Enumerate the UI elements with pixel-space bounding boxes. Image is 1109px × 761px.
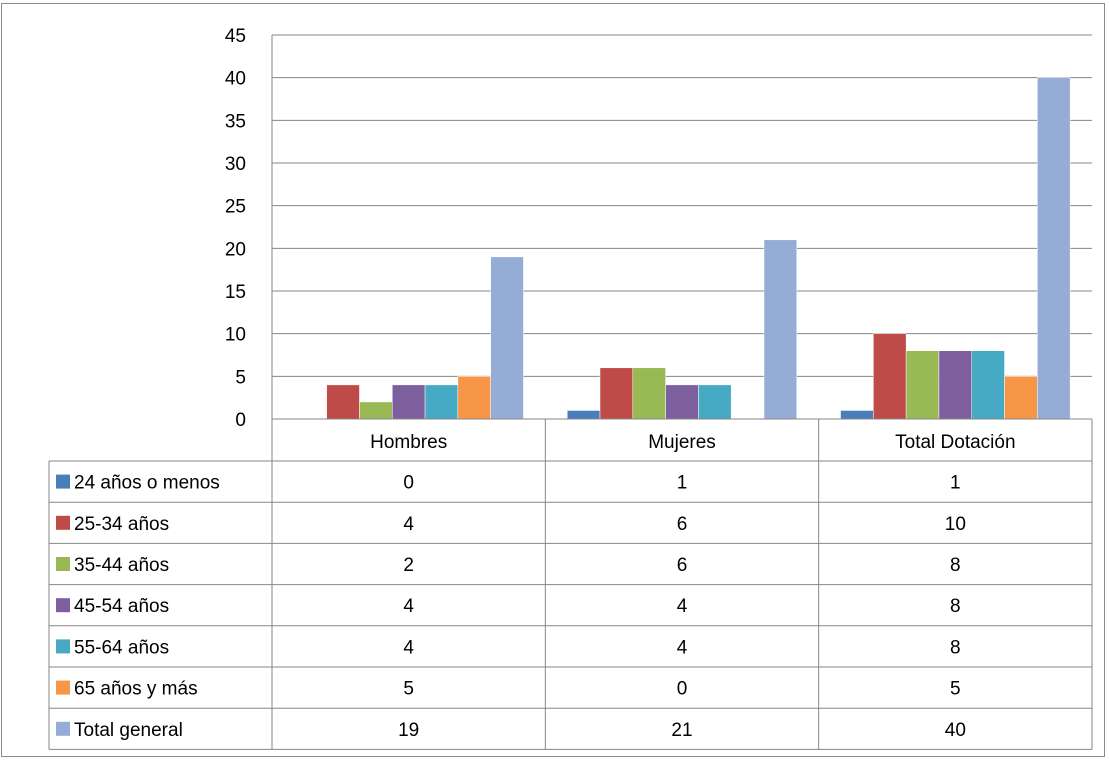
table-value: 8	[950, 596, 961, 617]
legend-key	[56, 639, 70, 654]
y-tick-label: 20	[225, 239, 246, 260]
legend-key	[56, 557, 70, 571]
table-value: 8	[950, 637, 961, 658]
table-value: 10	[945, 514, 966, 535]
y-tick-label: 35	[225, 111, 246, 132]
table-value: 5	[950, 679, 961, 700]
bar	[840, 410, 874, 420]
table-value: 4	[403, 637, 414, 658]
bar	[566, 410, 601, 420]
bar	[599, 367, 634, 420]
bar	[632, 367, 666, 420]
legend-key	[56, 598, 70, 613]
table-value: 6	[677, 555, 688, 576]
table-value: 4	[403, 596, 414, 617]
bar	[392, 384, 426, 420]
y-tick-label: 15	[225, 282, 246, 303]
table-value: 40	[945, 720, 966, 741]
table-value: 19	[398, 720, 419, 741]
table-value: 1	[677, 473, 688, 494]
bar	[698, 384, 732, 420]
table-value: 0	[403, 473, 414, 494]
table-value: 5	[403, 679, 414, 700]
category-label: Mujeres	[648, 432, 716, 453]
series-name: 45-54 años	[74, 596, 169, 617]
chart-frame	[1, 3, 1105, 757]
y-tick-label: 25	[225, 197, 246, 218]
bar	[326, 384, 360, 420]
bar	[490, 256, 524, 420]
series-name: 55-64 años	[74, 637, 169, 658]
bar	[938, 350, 972, 420]
bar	[873, 333, 907, 420]
bar	[905, 350, 940, 420]
y-tick-label: 30	[225, 154, 246, 175]
series-name: Total general	[74, 720, 183, 741]
series-name: 65 años y más	[74, 679, 198, 700]
bar	[971, 350, 1005, 420]
table-value: 8	[950, 555, 961, 576]
bar	[457, 376, 491, 420]
category-label: Total Dotación	[895, 432, 1015, 453]
legend-key	[56, 680, 70, 695]
table-value: 4	[677, 596, 688, 617]
series-name: 35-44 años	[74, 555, 169, 576]
table-value: 4	[403, 514, 414, 535]
bar	[1037, 77, 1071, 420]
category-label: Hombres	[370, 432, 447, 453]
y-tick-label: 5	[235, 367, 246, 388]
legend-key	[56, 515, 70, 530]
series-name: 24 años o menos	[74, 473, 220, 494]
bar	[1004, 376, 1038, 420]
y-tick-label: 0	[235, 410, 246, 431]
table-value: 1	[950, 473, 961, 494]
bar	[359, 401, 393, 420]
bar	[763, 239, 798, 420]
legend-key	[56, 474, 70, 489]
y-tick-label: 10	[225, 325, 246, 346]
bar	[424, 384, 459, 420]
legend-key	[56, 721, 70, 736]
table-value: 0	[677, 679, 688, 700]
table-value: 4	[677, 637, 688, 658]
y-tick-label: 45	[225, 26, 246, 47]
y-tick-label: 40	[225, 69, 246, 90]
table-value: 2	[403, 555, 414, 576]
table-value: 21	[671, 720, 692, 741]
table-value: 6	[677, 514, 688, 535]
bar	[665, 384, 699, 420]
series-name: 25-34 años	[74, 514, 169, 535]
